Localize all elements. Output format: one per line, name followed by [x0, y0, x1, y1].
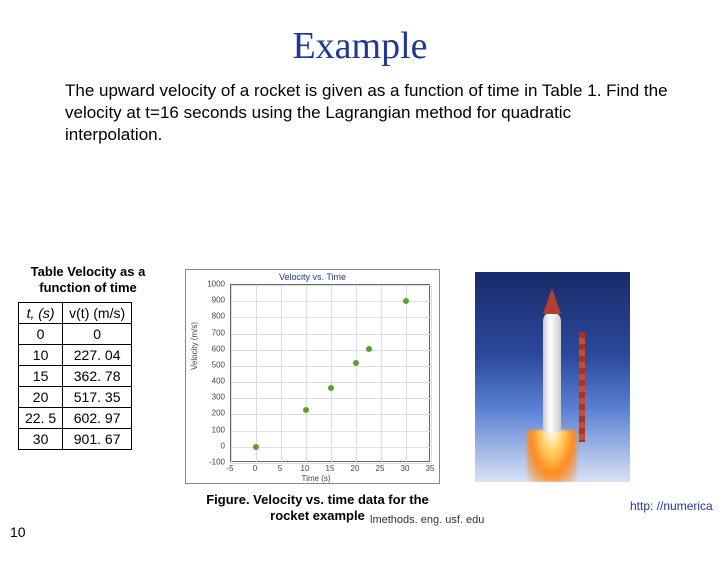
rocket-flame [527, 430, 577, 482]
ytick-label: 1000 [207, 280, 225, 289]
table-row: 20517. 35 [19, 387, 132, 408]
data-point [366, 346, 372, 352]
data-point [303, 407, 309, 413]
cell-v: 602. 97 [63, 408, 132, 429]
velocity-chart: Velocity vs. Time Velocity (m/s) Time (s… [185, 269, 440, 484]
ytick-label: 100 [212, 425, 225, 434]
ytick-label: 700 [212, 328, 225, 337]
cell-v: 227. 04 [63, 345, 132, 366]
table-row: 10227. 04 [19, 345, 132, 366]
table-row: 00 [19, 324, 132, 345]
ytick-label: 300 [212, 393, 225, 402]
xtick-label: 5 [278, 464, 282, 473]
xtick-label: 30 [401, 464, 410, 473]
ytick-label: 500 [212, 360, 225, 369]
xtick-label: 10 [301, 464, 310, 473]
data-point [353, 360, 359, 366]
cell-t: 20 [19, 387, 63, 408]
cell-t: 22. 5 [19, 408, 63, 429]
xtick-label: 25 [376, 464, 385, 473]
chart-xlabel: Time (s) [301, 474, 330, 483]
xtick-label: 20 [351, 464, 360, 473]
cell-t: 30 [19, 429, 63, 450]
cell-v: 0 [63, 324, 132, 345]
col-header-v: v(t) (m/s) [63, 303, 132, 324]
page-number: 10 [10, 524, 26, 540]
ytick-label: 800 [212, 312, 225, 321]
table-header-row: t, (s) v(t) (m/s) [19, 303, 132, 324]
xtick-label: 0 [253, 464, 257, 473]
body-text: The upward velocity of a rocket is given… [65, 80, 670, 146]
data-point [403, 298, 409, 304]
data-point [253, 444, 259, 450]
cell-t: 0 [19, 324, 63, 345]
cell-v: 517. 35 [63, 387, 132, 408]
slide-title: Example [0, 24, 720, 68]
table-row: 15362. 78 [19, 366, 132, 387]
col-header-v-text: v(t) (m/s) [69, 305, 125, 321]
table-row: 22. 5602. 97 [19, 408, 132, 429]
rocket-body [543, 312, 561, 432]
plot-area [230, 284, 430, 462]
footer-link[interactable]: http: //numerica [630, 499, 713, 513]
cell-t: 10 [19, 345, 63, 366]
footer-domain: lmethods. eng. usf. edu [370, 514, 484, 526]
cell-v: 901. 67 [63, 429, 132, 450]
data-point [328, 385, 334, 391]
ytick-label: 600 [212, 344, 225, 353]
ytick-label: 200 [212, 409, 225, 418]
xtick-label: 35 [426, 464, 435, 473]
ytick-label: -100 [209, 458, 225, 467]
table-caption: Table Velocity as a function of time [18, 264, 158, 297]
chart-ylabel: Velocity (m/s) [190, 322, 199, 370]
launch-tower [579, 332, 585, 442]
col-header-t-text: t, (s) [27, 305, 55, 321]
xtick-label: -5 [226, 464, 233, 473]
velocity-table: t, (s) v(t) (m/s) 00 10227. 04 15362. 78… [18, 302, 132, 450]
table-row: 30901. 67 [19, 429, 132, 450]
xtick-label: 15 [326, 464, 335, 473]
cell-t: 15 [19, 366, 63, 387]
rocket-nose [543, 288, 561, 314]
cell-v: 362. 78 [63, 366, 132, 387]
ytick-label: 900 [212, 296, 225, 305]
ytick-label: 0 [221, 441, 225, 450]
ytick-label: 400 [212, 377, 225, 386]
col-header-t: t, (s) [19, 303, 63, 324]
rocket-image [475, 272, 630, 482]
